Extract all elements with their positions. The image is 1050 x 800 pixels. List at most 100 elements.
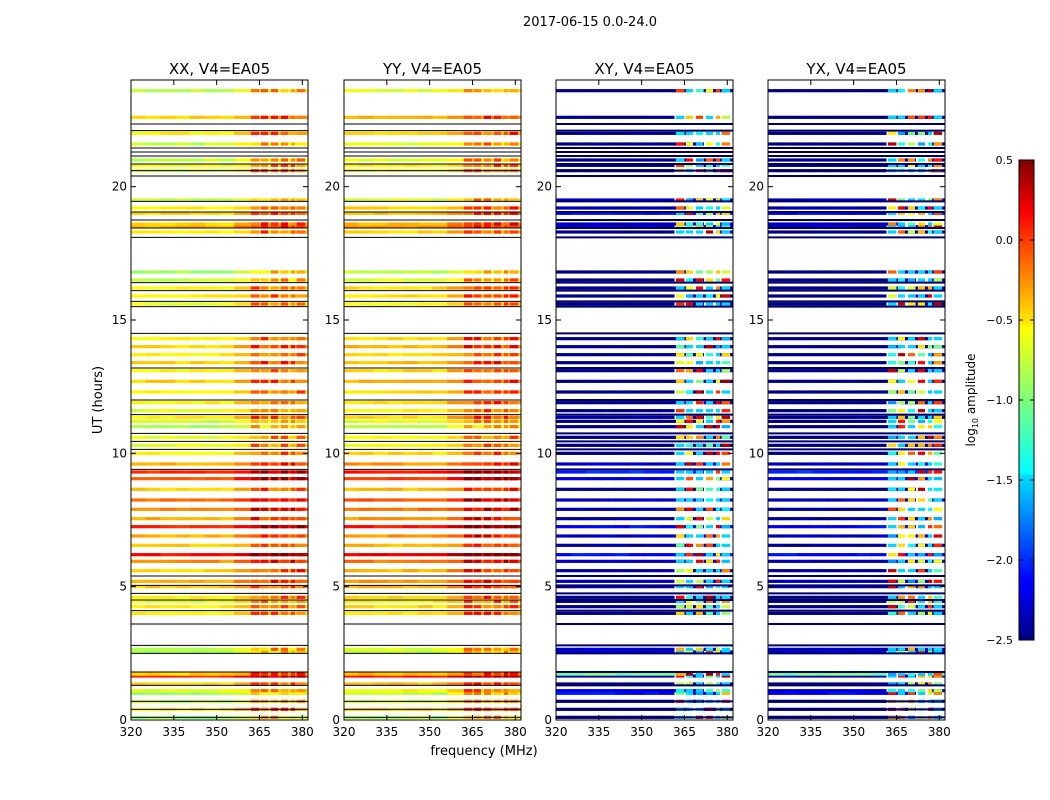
data-cell [841, 302, 857, 306]
rfi-cell [250, 302, 260, 306]
rfi-cell [290, 361, 296, 365]
data-cell [841, 198, 857, 202]
rfi-cell [933, 278, 943, 282]
rfi-cell [695, 131, 704, 135]
rfi-cell [280, 599, 289, 603]
rfi-cell [917, 559, 926, 563]
rfi-cell [280, 211, 289, 215]
rfi-cell [695, 390, 704, 394]
data-cell [403, 379, 419, 383]
data-cell [388, 286, 404, 290]
data-cell [556, 525, 572, 529]
rfi-cell [685, 163, 694, 167]
rfi-cell [721, 158, 731, 162]
rfi-cell [280, 611, 289, 615]
data-cell [417, 443, 433, 447]
data-cell [856, 294, 872, 298]
rfi-cell [685, 487, 694, 491]
rfi-cell [250, 158, 260, 162]
data-cell [388, 435, 404, 439]
rfi-cell [296, 230, 306, 234]
rfi-cell [695, 487, 704, 491]
data-cell [447, 425, 463, 429]
rfi-cell [509, 435, 519, 439]
data-cell [344, 401, 360, 405]
rfi-cell [685, 674, 694, 678]
rfi-cell [270, 647, 279, 651]
data-cell [797, 605, 813, 609]
data-cell [204, 525, 220, 529]
data-cell [175, 131, 191, 135]
data-cell [827, 451, 843, 455]
data-cell [797, 674, 813, 678]
rfi-cell [473, 605, 482, 609]
data-cell [871, 443, 887, 447]
rfi-cell [493, 611, 502, 615]
rfi-cell [715, 294, 721, 298]
data-cell [417, 543, 433, 547]
rfi-cell [917, 595, 926, 599]
rfi-cell [897, 498, 906, 502]
rfi-cell [927, 286, 933, 290]
data-cell [556, 222, 572, 226]
rfi-cell [473, 470, 482, 474]
data-cell [585, 435, 601, 439]
rfi-cell [721, 211, 731, 215]
data-cell [160, 559, 176, 563]
data-cell [190, 286, 206, 290]
rfi-cell [296, 585, 306, 589]
rfi-cell [685, 222, 694, 226]
data-cell [373, 462, 389, 466]
rfi-cell [685, 443, 694, 447]
rfi-cell [721, 142, 731, 146]
rfi-cell [887, 206, 897, 210]
data-cell [160, 302, 176, 306]
rfi-cell [290, 553, 296, 557]
rfi-cell [907, 647, 916, 651]
data-cell [344, 553, 360, 557]
rfi-cell [509, 89, 519, 93]
rfi-cell [715, 674, 721, 678]
rfi-cell [493, 559, 502, 563]
rfi-cell [933, 443, 943, 447]
data-cell [358, 131, 374, 135]
rfi-cell [715, 477, 721, 481]
rfi-cell [933, 569, 943, 573]
rfi-cell [260, 543, 269, 547]
data-cell [358, 379, 374, 383]
data-cell [782, 553, 798, 557]
data-cell [234, 142, 250, 146]
data-cell [432, 390, 448, 394]
rfi-cell [463, 451, 473, 455]
data-cell [388, 507, 404, 511]
rfi-cell [705, 353, 714, 357]
rfi-cell [721, 579, 731, 583]
data-cell [768, 595, 784, 599]
rfi-cell [695, 595, 704, 599]
x-tick-label: 350 [630, 725, 653, 739]
rfi-cell [897, 337, 906, 341]
data-cell [570, 390, 586, 394]
data-cell [344, 225, 360, 229]
rfi-cell [473, 451, 482, 455]
data-cell [403, 115, 419, 119]
data-cell [556, 294, 572, 298]
data-cell [358, 672, 374, 676]
data-cell [644, 534, 660, 538]
rfi-cell [270, 286, 279, 290]
data-cell [600, 559, 616, 563]
rfi-cell [917, 579, 926, 583]
data-cell [570, 158, 586, 162]
y-tick-label: 20 [325, 180, 340, 194]
data-cell [160, 353, 176, 357]
rfi-cell [927, 131, 933, 135]
rfi-cell [473, 270, 482, 274]
data-cell [615, 278, 631, 282]
y-tick-label: 5 [756, 580, 764, 594]
data-cell [659, 498, 675, 502]
colorbar-tick-label: −2.5 [986, 634, 1013, 647]
rfi-cell [917, 142, 926, 146]
rfi-cell [280, 517, 289, 521]
data-cell [358, 415, 374, 419]
rfi-cell [897, 409, 906, 413]
